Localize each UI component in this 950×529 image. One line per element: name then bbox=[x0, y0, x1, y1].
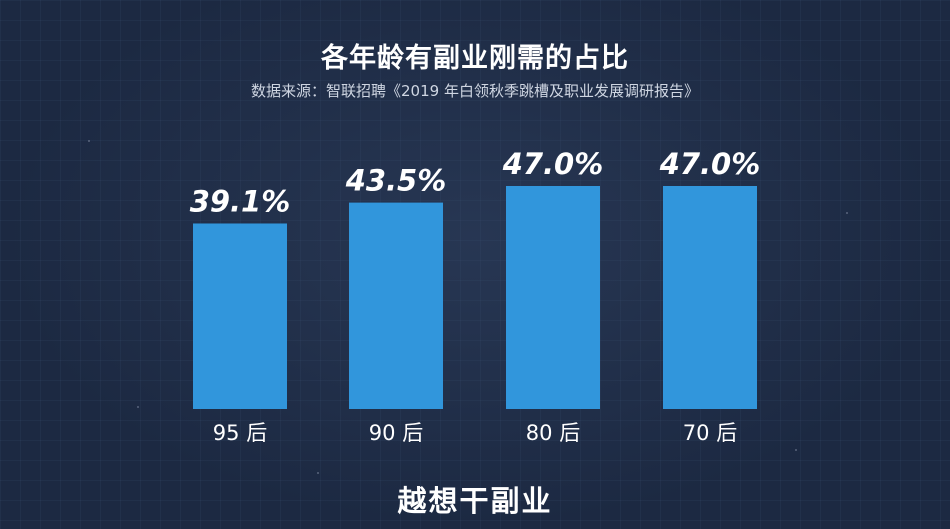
x-tick-label: 90 后 bbox=[369, 421, 423, 445]
bar-4 bbox=[663, 186, 757, 409]
background-speck bbox=[317, 472, 319, 474]
background-speck bbox=[88, 140, 90, 142]
data-source-note: 数据来源：智联招聘《2019 年白领秋季跳槽及职业发展调研报告》 bbox=[251, 82, 699, 100]
bar-value-label: 47.0% bbox=[502, 147, 604, 181]
x-tick-label: 80 后 bbox=[526, 421, 580, 445]
bar-2 bbox=[349, 202, 443, 409]
bar-1 bbox=[193, 223, 287, 409]
background-speck bbox=[795, 449, 797, 451]
background-speck bbox=[846, 212, 848, 214]
bar-value-label: 47.0% bbox=[659, 147, 761, 181]
bar-value-label: 43.5% bbox=[345, 164, 447, 198]
x-tick-label: 95 后 bbox=[213, 421, 267, 445]
bar-3 bbox=[506, 186, 600, 409]
x-tick-label: 70 后 bbox=[683, 421, 737, 445]
caption-subtitle: 越想干副业 bbox=[397, 484, 553, 518]
chart-title: 各年龄有副业刚需的占比 bbox=[321, 43, 629, 74]
background-speck bbox=[137, 406, 139, 408]
bar-value-label: 39.1% bbox=[190, 184, 291, 218]
